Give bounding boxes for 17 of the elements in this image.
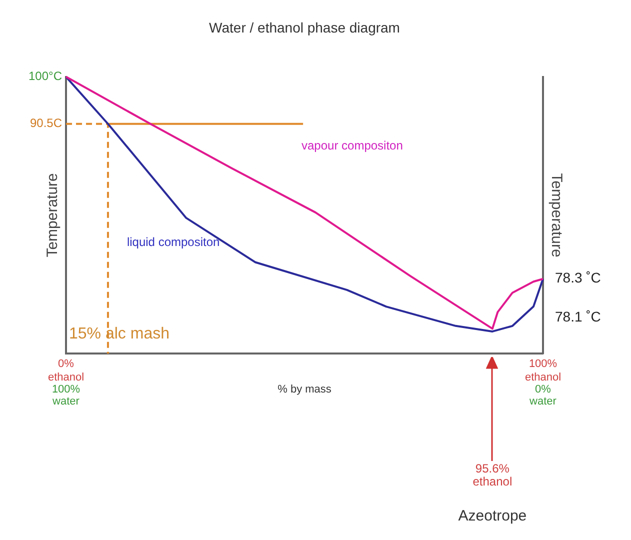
x-tick-label: 100% bbox=[528, 358, 558, 370]
text: Azeotrope bbox=[458, 508, 527, 525]
text: 78.3 ˚C bbox=[555, 270, 601, 286]
annotation: vapour compositon bbox=[302, 138, 403, 152]
y-axis-title: Temperature bbox=[44, 173, 62, 258]
text: ethanol 0% water bbox=[524, 372, 562, 408]
chart-title: Water / ethanol phase diagram bbox=[209, 19, 400, 36]
x-tick-label: 0% bbox=[58, 358, 74, 370]
text: 95.6% ethanol bbox=[472, 461, 512, 488]
y2-axis-title: Temperature bbox=[548, 173, 565, 258]
annotation: 15% alc mash bbox=[69, 326, 170, 343]
annotation: liquid compositon bbox=[126, 235, 220, 250]
text: ethanol 100% water bbox=[48, 372, 84, 408]
text: 78.1 ˚C bbox=[555, 308, 601, 324]
x-axis-title: % by mass bbox=[278, 383, 332, 396]
text: 100°C bbox=[28, 69, 62, 84]
text: 90.5C bbox=[30, 116, 62, 130]
